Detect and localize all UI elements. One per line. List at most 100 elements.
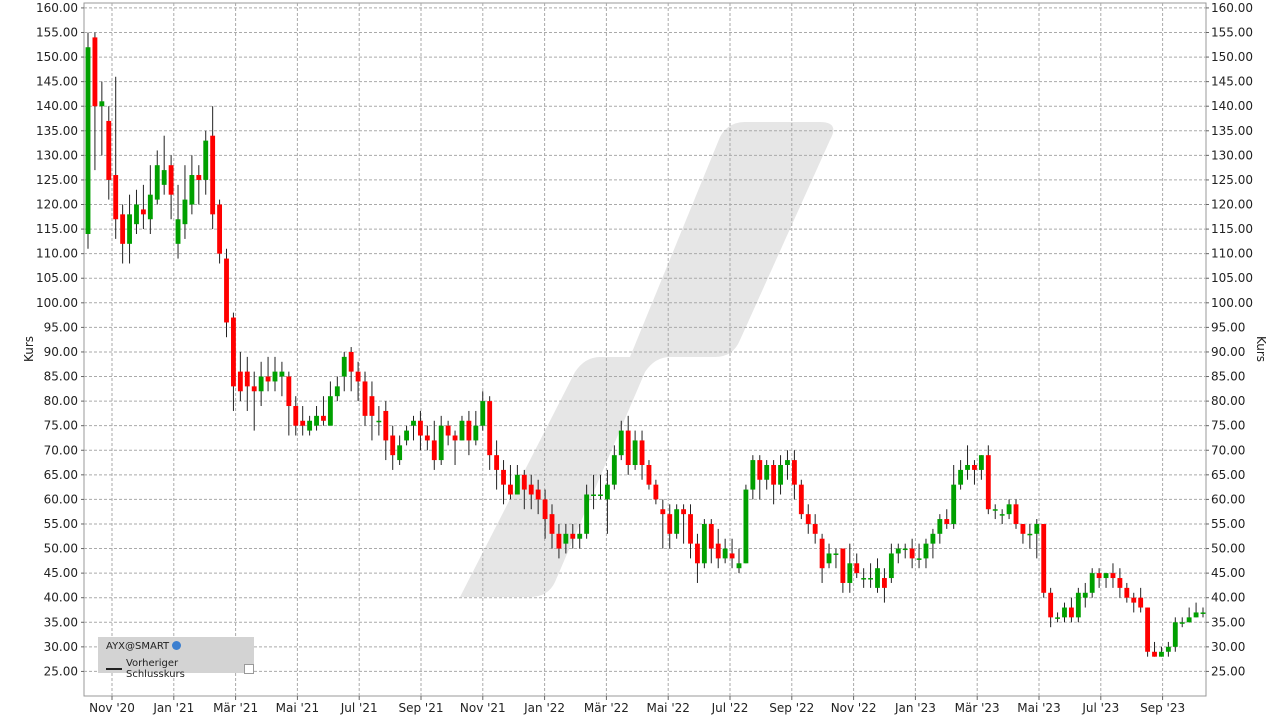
candle-down <box>1068 607 1074 618</box>
candle-up <box>1027 533 1033 536</box>
legend-checkbox[interactable] <box>244 664 254 674</box>
candle-down <box>653 484 659 500</box>
candle-down <box>217 204 223 254</box>
candle-up <box>127 214 132 244</box>
candle-up <box>563 533 569 544</box>
globe-icon[interactable] <box>172 641 182 650</box>
y-tick-label-right: 130.00 <box>1211 148 1253 162</box>
candle-up <box>1179 622 1185 624</box>
candle-up <box>847 563 853 583</box>
candle-down <box>369 396 375 416</box>
candle-up <box>1159 651 1164 657</box>
candle-up <box>937 519 943 534</box>
x-axis: Nov '20 Jan '21 Mär '21 Mai '21 Jul '21 Sep '… <box>89 696 1185 715</box>
candle-down <box>549 514 555 534</box>
y-tick-label-left: 90.00 <box>44 345 78 359</box>
candle-up <box>314 415 319 426</box>
y-tick-label-right: 95.00 <box>1211 320 1245 334</box>
candle-down <box>542 499 548 520</box>
candle-up <box>134 204 139 225</box>
x-tick-label: Mai '22 <box>646 701 689 715</box>
x-tick-label: Nov '22 <box>831 701 877 715</box>
y-tick-label-right: 30.00 <box>1211 640 1245 654</box>
y-tick-label-left: 105.00 <box>36 271 78 285</box>
candle-down <box>854 563 860 574</box>
y-tick-label-left: 145.00 <box>36 75 78 89</box>
candle-up <box>965 465 970 470</box>
candle-up <box>888 553 894 579</box>
y-axis-title-left: Kurs <box>22 336 36 362</box>
candle-up <box>1193 612 1199 618</box>
candle-down <box>695 543 700 564</box>
y-tick-label-left: 65.00 <box>44 468 78 482</box>
legend: AYX@SMART Vorheriger Schlusskurs <box>98 637 254 680</box>
candle-up <box>895 548 901 554</box>
candle-down <box>1131 597 1137 603</box>
y-tick-label-left: 75.00 <box>44 419 78 433</box>
candle-up <box>1082 592 1088 598</box>
candle-up <box>203 140 209 180</box>
y-tick-label-right: 65.00 <box>1211 468 1245 482</box>
candle-up <box>701 523 707 564</box>
candle-down <box>431 440 437 461</box>
legend-series-label: Vorheriger Schlusskurs <box>125 658 185 680</box>
candle-up <box>258 376 264 392</box>
candle-down <box>1117 578 1123 588</box>
candle-up <box>778 465 783 485</box>
candle-down <box>251 386 257 392</box>
y-tick-label-right: 80.00 <box>1211 394 1245 408</box>
legend-title: AYX@SMART <box>106 641 170 652</box>
x-tick-label: Jan '21 <box>152 701 194 715</box>
y-tick-label-left: 160.00 <box>36 1 78 15</box>
candle-up <box>438 425 444 461</box>
candle-down <box>972 465 977 470</box>
x-tick-label: Mai '21 <box>276 701 319 715</box>
y-tick-label-right: 100.00 <box>1211 296 1253 310</box>
candle-up <box>826 553 832 564</box>
candle-down <box>355 371 361 382</box>
candle-down <box>321 415 326 421</box>
x-tick-label: Mär '23 <box>955 701 1000 715</box>
candle-up <box>1089 573 1095 593</box>
candle-up <box>750 460 756 490</box>
candle-up <box>930 533 936 544</box>
candle-down <box>1110 573 1116 579</box>
x-tick-label: Jul '22 <box>711 701 749 715</box>
y-tick-label-left: 80.00 <box>44 394 78 408</box>
candle-down <box>231 317 236 387</box>
candle-up <box>1034 523 1040 534</box>
candle-up <box>951 484 957 524</box>
y-tick-label-left: 60.00 <box>44 492 78 506</box>
candle-down <box>487 401 493 456</box>
candle-down <box>556 533 562 549</box>
candle-up <box>875 568 880 588</box>
candle-down <box>466 420 472 441</box>
candle-down <box>265 376 271 382</box>
y-tick-label-left: 95.00 <box>44 320 78 334</box>
candle-up <box>480 401 486 426</box>
x-tick-label: Nov '20 <box>89 701 135 715</box>
dash-line-icon <box>106 668 122 670</box>
candle-down <box>1138 597 1144 608</box>
candle-up <box>1062 607 1067 618</box>
candle-up <box>147 194 153 220</box>
y-tick-label-left: 35.00 <box>44 615 78 629</box>
candle-down <box>985 455 991 510</box>
x-tick-label: Sep '23 <box>1140 701 1185 715</box>
candle-down <box>757 460 763 480</box>
candle-down <box>106 120 112 180</box>
candle-down <box>528 484 534 495</box>
candle-up <box>397 445 403 461</box>
y-tick-label-left: 70.00 <box>44 443 78 457</box>
candle-up <box>154 165 160 200</box>
candle-down <box>625 430 631 465</box>
candle-up <box>743 489 749 564</box>
x-tick-label: Jan '22 <box>523 701 565 715</box>
candle-down <box>120 214 126 244</box>
candle-up <box>764 465 770 480</box>
y-tick-label-right: 40.00 <box>1211 591 1245 605</box>
candle-down <box>237 371 243 392</box>
grid-lines <box>84 3 1206 696</box>
y-tick-label-left: 135.00 <box>36 124 78 138</box>
candle-up <box>1172 622 1178 647</box>
